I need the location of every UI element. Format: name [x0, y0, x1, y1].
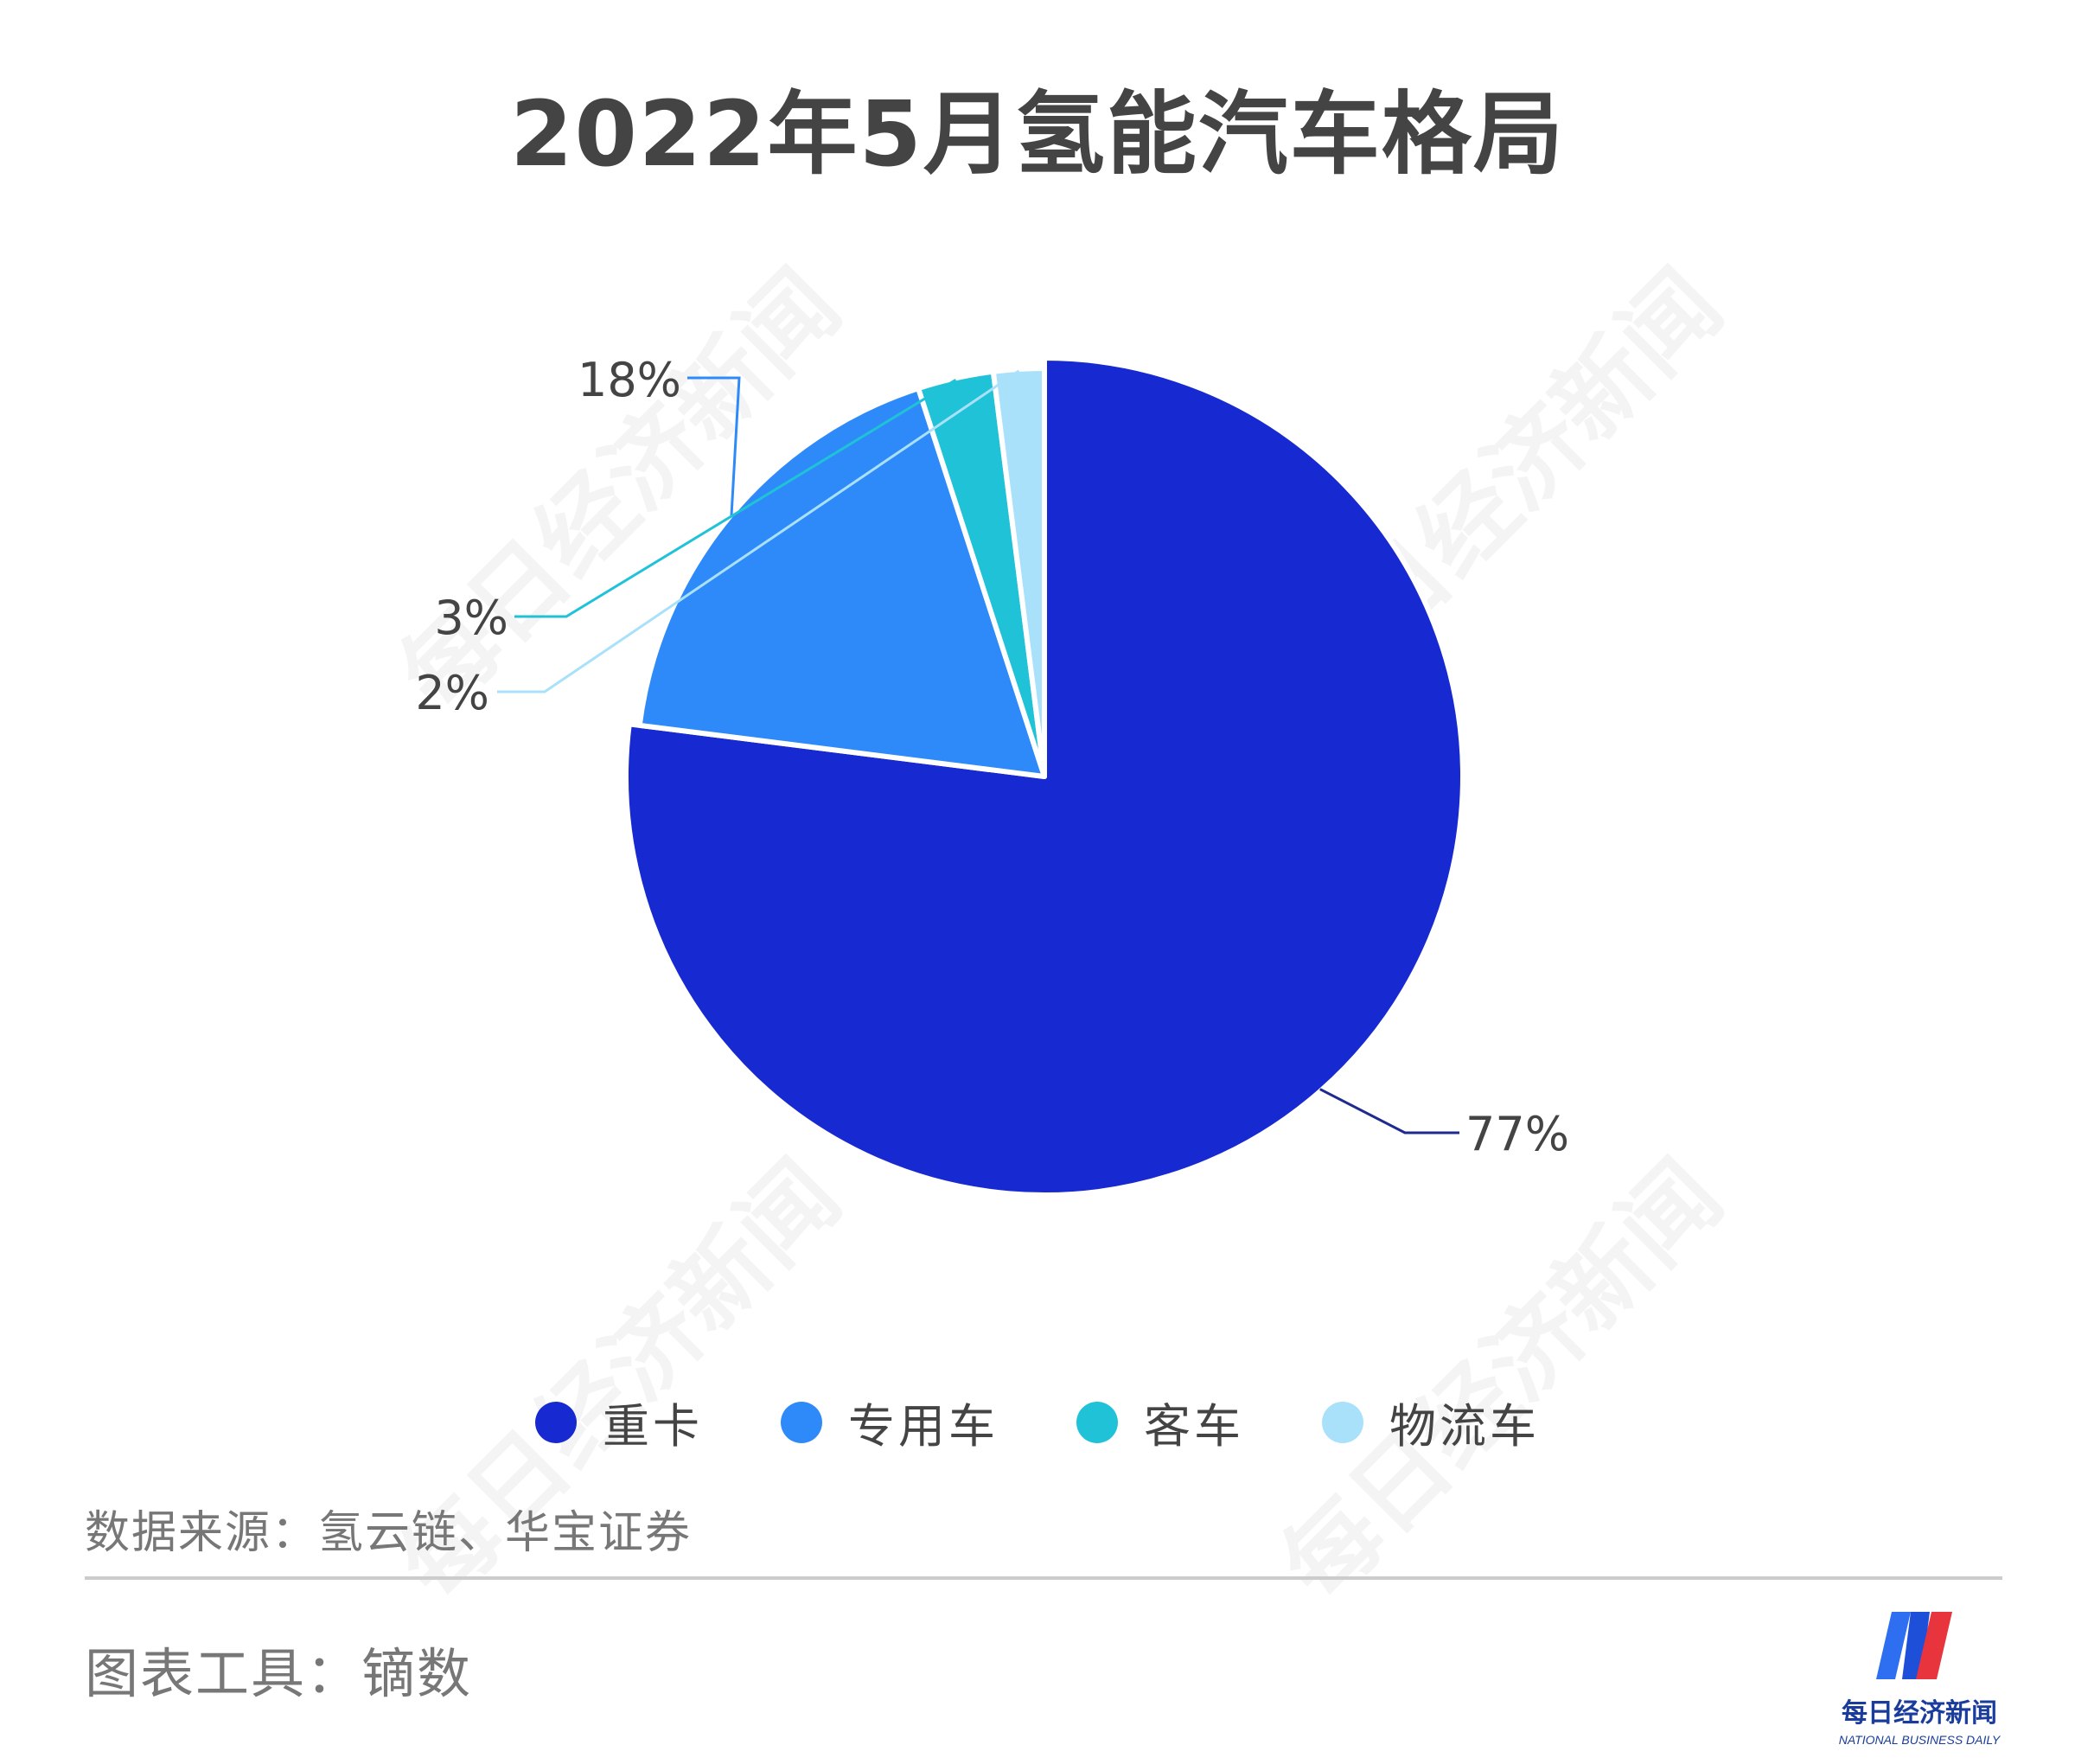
legend-item-3: 物流车: [1322, 1388, 1540, 1456]
legend-label: 重卡: [603, 1399, 703, 1454]
legend-item-2: 客车: [1076, 1388, 1244, 1456]
logo-name: 每日经济新闻: [1842, 1698, 1997, 1729]
legend-swatch: [781, 1401, 822, 1443]
legend-swatch: [1076, 1401, 1118, 1443]
source-note: 数据来源：氢云链、华宝证券: [85, 1507, 693, 1559]
leader-line-0: [1319, 1088, 1459, 1134]
pie-slice-3: [990, 366, 1047, 779]
data-label-3: 2%: [415, 666, 489, 720]
leader-line-1: [687, 376, 741, 518]
data-label-2: 3%: [434, 591, 508, 645]
legend-swatch: [535, 1401, 577, 1443]
leader-line-3: [497, 369, 1020, 693]
legend-label: 客车: [1144, 1399, 1244, 1454]
leader-line-2: [514, 379, 957, 618]
legend-swatch: [1322, 1401, 1363, 1443]
logo-name-en: NATIONAL BUSINESS DAILY: [1838, 1733, 2001, 1747]
legend: 重卡 专用车 客车 物流车: [0, 1388, 2075, 1456]
tool-note: 图表工具：镝数: [85, 1642, 473, 1705]
divider: [85, 1576, 2002, 1580]
legend-item-0: 重卡: [535, 1388, 703, 1456]
chart-title: 2022年5月氢能汽车格局: [510, 81, 1565, 187]
data-label-1: 18%: [578, 353, 681, 407]
legend-item-1: 专用车: [781, 1388, 999, 1456]
legend-label: 专用车: [848, 1399, 999, 1454]
publisher-logo: 每日经济新闻 NATIONAL BUSINESS DAILY: [1824, 1608, 2014, 1747]
nbd-logo-icon: [1876, 1612, 1952, 1679]
legend-label: 物流车: [1389, 1399, 1540, 1454]
data-label-0: 77%: [1465, 1107, 1569, 1161]
